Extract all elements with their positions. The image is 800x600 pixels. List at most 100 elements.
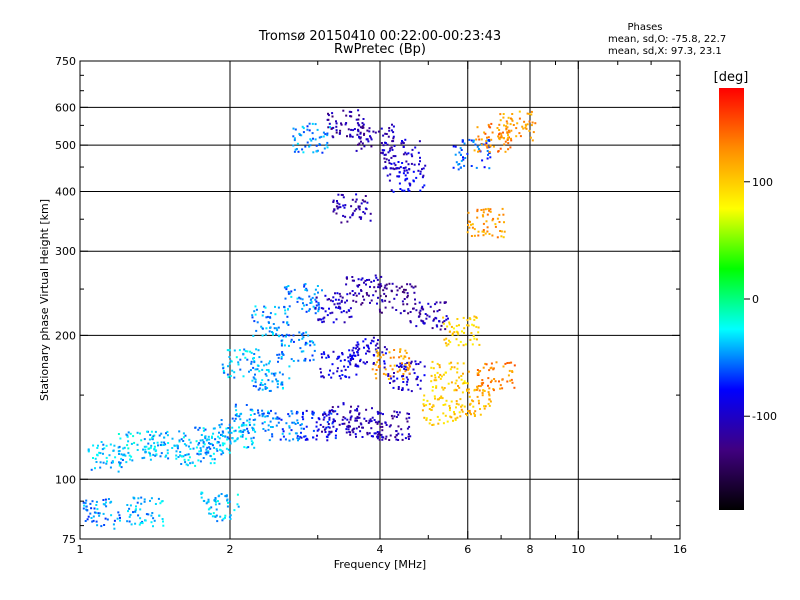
- scatter-point: [381, 351, 384, 354]
- scatter-point: [483, 407, 486, 410]
- scatter-point: [365, 292, 368, 294]
- scatter-point: [175, 457, 178, 460]
- scatter-point: [378, 438, 381, 441]
- scatter-point: [157, 497, 160, 500]
- scatter-point: [412, 170, 415, 173]
- scatter-point: [284, 297, 287, 300]
- scatter-point: [366, 361, 368, 364]
- scatter-point: [458, 163, 461, 165]
- scatter-point: [471, 343, 474, 346]
- scatter-point: [457, 385, 459, 387]
- scatter-point: [398, 171, 401, 174]
- scatter-point: [359, 422, 362, 425]
- scatter-point: [264, 383, 267, 386]
- scatter-point: [396, 167, 399, 170]
- scatter-point: [387, 373, 390, 376]
- scatter-point: [95, 500, 98, 503]
- scatter-point: [119, 461, 122, 464]
- scatter-point: [464, 382, 467, 384]
- scatter-point: [395, 434, 398, 437]
- scatter-point: [299, 297, 302, 300]
- scatter-point: [389, 434, 392, 437]
- scatter-point: [382, 372, 385, 375]
- scatter-point: [179, 454, 182, 457]
- scatter-point: [385, 348, 388, 351]
- scatter-point: [287, 292, 290, 295]
- scatter-point: [407, 312, 410, 315]
- scatter-point: [112, 449, 115, 452]
- scatter-point: [221, 363, 224, 366]
- scatter-point: [296, 437, 299, 440]
- scatter-point: [226, 505, 229, 508]
- scatter-point: [384, 306, 387, 309]
- scatter-point: [429, 305, 432, 308]
- scatter-point: [126, 444, 129, 447]
- scatter-point: [406, 283, 409, 286]
- scatter-point: [89, 502, 92, 505]
- scatter-point: [378, 283, 381, 286]
- scatter-point: [260, 381, 263, 384]
- scatter-point: [358, 292, 361, 295]
- scatter-point: [404, 288, 407, 291]
- scatter-point: [87, 448, 90, 451]
- scatter-point: [272, 417, 275, 420]
- scatter-point: [388, 300, 391, 303]
- scatter-point: [117, 433, 120, 435]
- scatter-point: [247, 432, 250, 434]
- scatter-point: [300, 423, 303, 426]
- scatter-point: [454, 145, 457, 148]
- scatter-point: [513, 364, 516, 367]
- scatter-point: [334, 420, 336, 423]
- scatter-point: [486, 150, 489, 152]
- scatter-point: [261, 314, 264, 317]
- scatter-point: [85, 508, 88, 511]
- scatter-point: [159, 444, 162, 446]
- scatter-point: [243, 446, 246, 449]
- scatter-point: [482, 222, 485, 225]
- scatter-point: [265, 374, 268, 377]
- scatter-point: [264, 306, 267, 309]
- scatter-point: [402, 357, 405, 360]
- scatter-point: [361, 122, 364, 125]
- scatter-point: [310, 301, 313, 303]
- scatter-point: [356, 407, 358, 410]
- scatter-point: [315, 438, 318, 441]
- scatter-point: [307, 334, 310, 337]
- scatter-point: [105, 505, 108, 508]
- scatter-point: [332, 420, 335, 423]
- scatter-point: [409, 435, 412, 438]
- scatter-point: [453, 411, 455, 413]
- scatter-point: [408, 168, 411, 171]
- scatter-point: [402, 142, 405, 144]
- scatter-point: [425, 418, 428, 421]
- scatter-point: [221, 519, 224, 522]
- scatter-point: [356, 409, 359, 412]
- scatter-point: [509, 123, 512, 126]
- scatter-point: [502, 213, 505, 216]
- scatter-point: [441, 397, 444, 400]
- scatter-point: [423, 322, 426, 325]
- scatter-point: [473, 315, 476, 318]
- scatter-point: [385, 167, 388, 170]
- scatter-point: [209, 442, 212, 445]
- scatter-point: [261, 368, 264, 371]
- scatter-point: [249, 369, 252, 372]
- scatter-point: [176, 444, 179, 447]
- scatter-point: [96, 447, 99, 449]
- scatter-point: [233, 420, 236, 422]
- scatter-point: [228, 516, 231, 519]
- scatter-point: [334, 410, 337, 413]
- scatter-point: [407, 368, 410, 371]
- scatter-point: [151, 436, 154, 439]
- scatter-point: [511, 370, 514, 373]
- scatter-point: [113, 444, 116, 447]
- scatter-point: [479, 413, 482, 416]
- scatter-point: [445, 318, 448, 321]
- scatter-point: [392, 125, 395, 128]
- scatter-point: [317, 318, 320, 321]
- scatter-point: [127, 510, 129, 513]
- scatter-point: [487, 139, 490, 141]
- scatter-point: [496, 127, 499, 129]
- scatter-point: [283, 344, 286, 347]
- scatter-point: [153, 442, 156, 445]
